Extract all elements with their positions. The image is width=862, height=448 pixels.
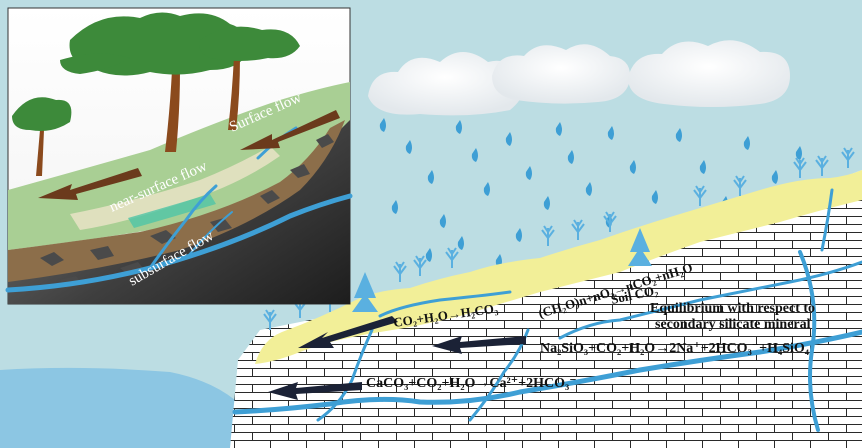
plant-icon [793,157,807,178]
raindrop [743,136,750,150]
raindrop [505,132,512,146]
flow-arrows [268,316,526,400]
plant-icon [445,247,459,268]
plant-icon [815,155,829,176]
raindrop [555,122,562,136]
raindrop [699,160,706,174]
raindrop [471,148,478,162]
raindrop [483,182,490,196]
equation-calcite: CaCO₃+CO₂+H₂O→Ca²⁺+2HCO₃⁻ [366,376,577,391]
plant-icon [841,147,855,168]
raindrop [379,118,386,132]
plant-icon [263,309,277,330]
raindrop [457,236,464,250]
raindrop [525,166,532,180]
inset-panel: Surface flow near-surface flow subsurfac… [5,7,353,305]
conifer-icons [352,228,652,312]
raindrop [795,146,802,160]
raindrop [515,228,522,242]
raindrop [391,200,398,214]
plant-icon [393,261,407,282]
raindrop [629,160,636,174]
inset-trees [12,12,300,176]
equation-silicate: Na₂SiO₃+CO₂+H₂O→2Na⁺+2HCO₃⁻+H₄SiO₄ [540,341,810,356]
sea [0,367,240,448]
raindrop [567,150,574,164]
raindrop [675,128,682,142]
plant-icon [293,297,307,318]
clouds [368,40,790,116]
plant-icon [571,219,585,240]
raindrop [455,120,462,134]
raindrop [771,170,778,184]
plant-icon [413,255,427,276]
raindrop [427,170,434,184]
plant-icon [603,211,617,232]
raindrop [425,248,432,262]
raindrop [543,196,550,210]
soil-layer [255,170,862,364]
raindrop [607,126,614,140]
plant-icon [733,175,747,196]
note-equilibrium-2: secondary silicate mineral [655,317,811,332]
raindrop [439,214,446,228]
plant-icon [541,225,555,246]
raindrop [585,182,592,196]
note-equilibrium-1: Equilibrium with respect to [650,301,815,316]
raindrop [405,140,412,154]
plant-icon [693,185,707,206]
raindrop [651,190,658,204]
